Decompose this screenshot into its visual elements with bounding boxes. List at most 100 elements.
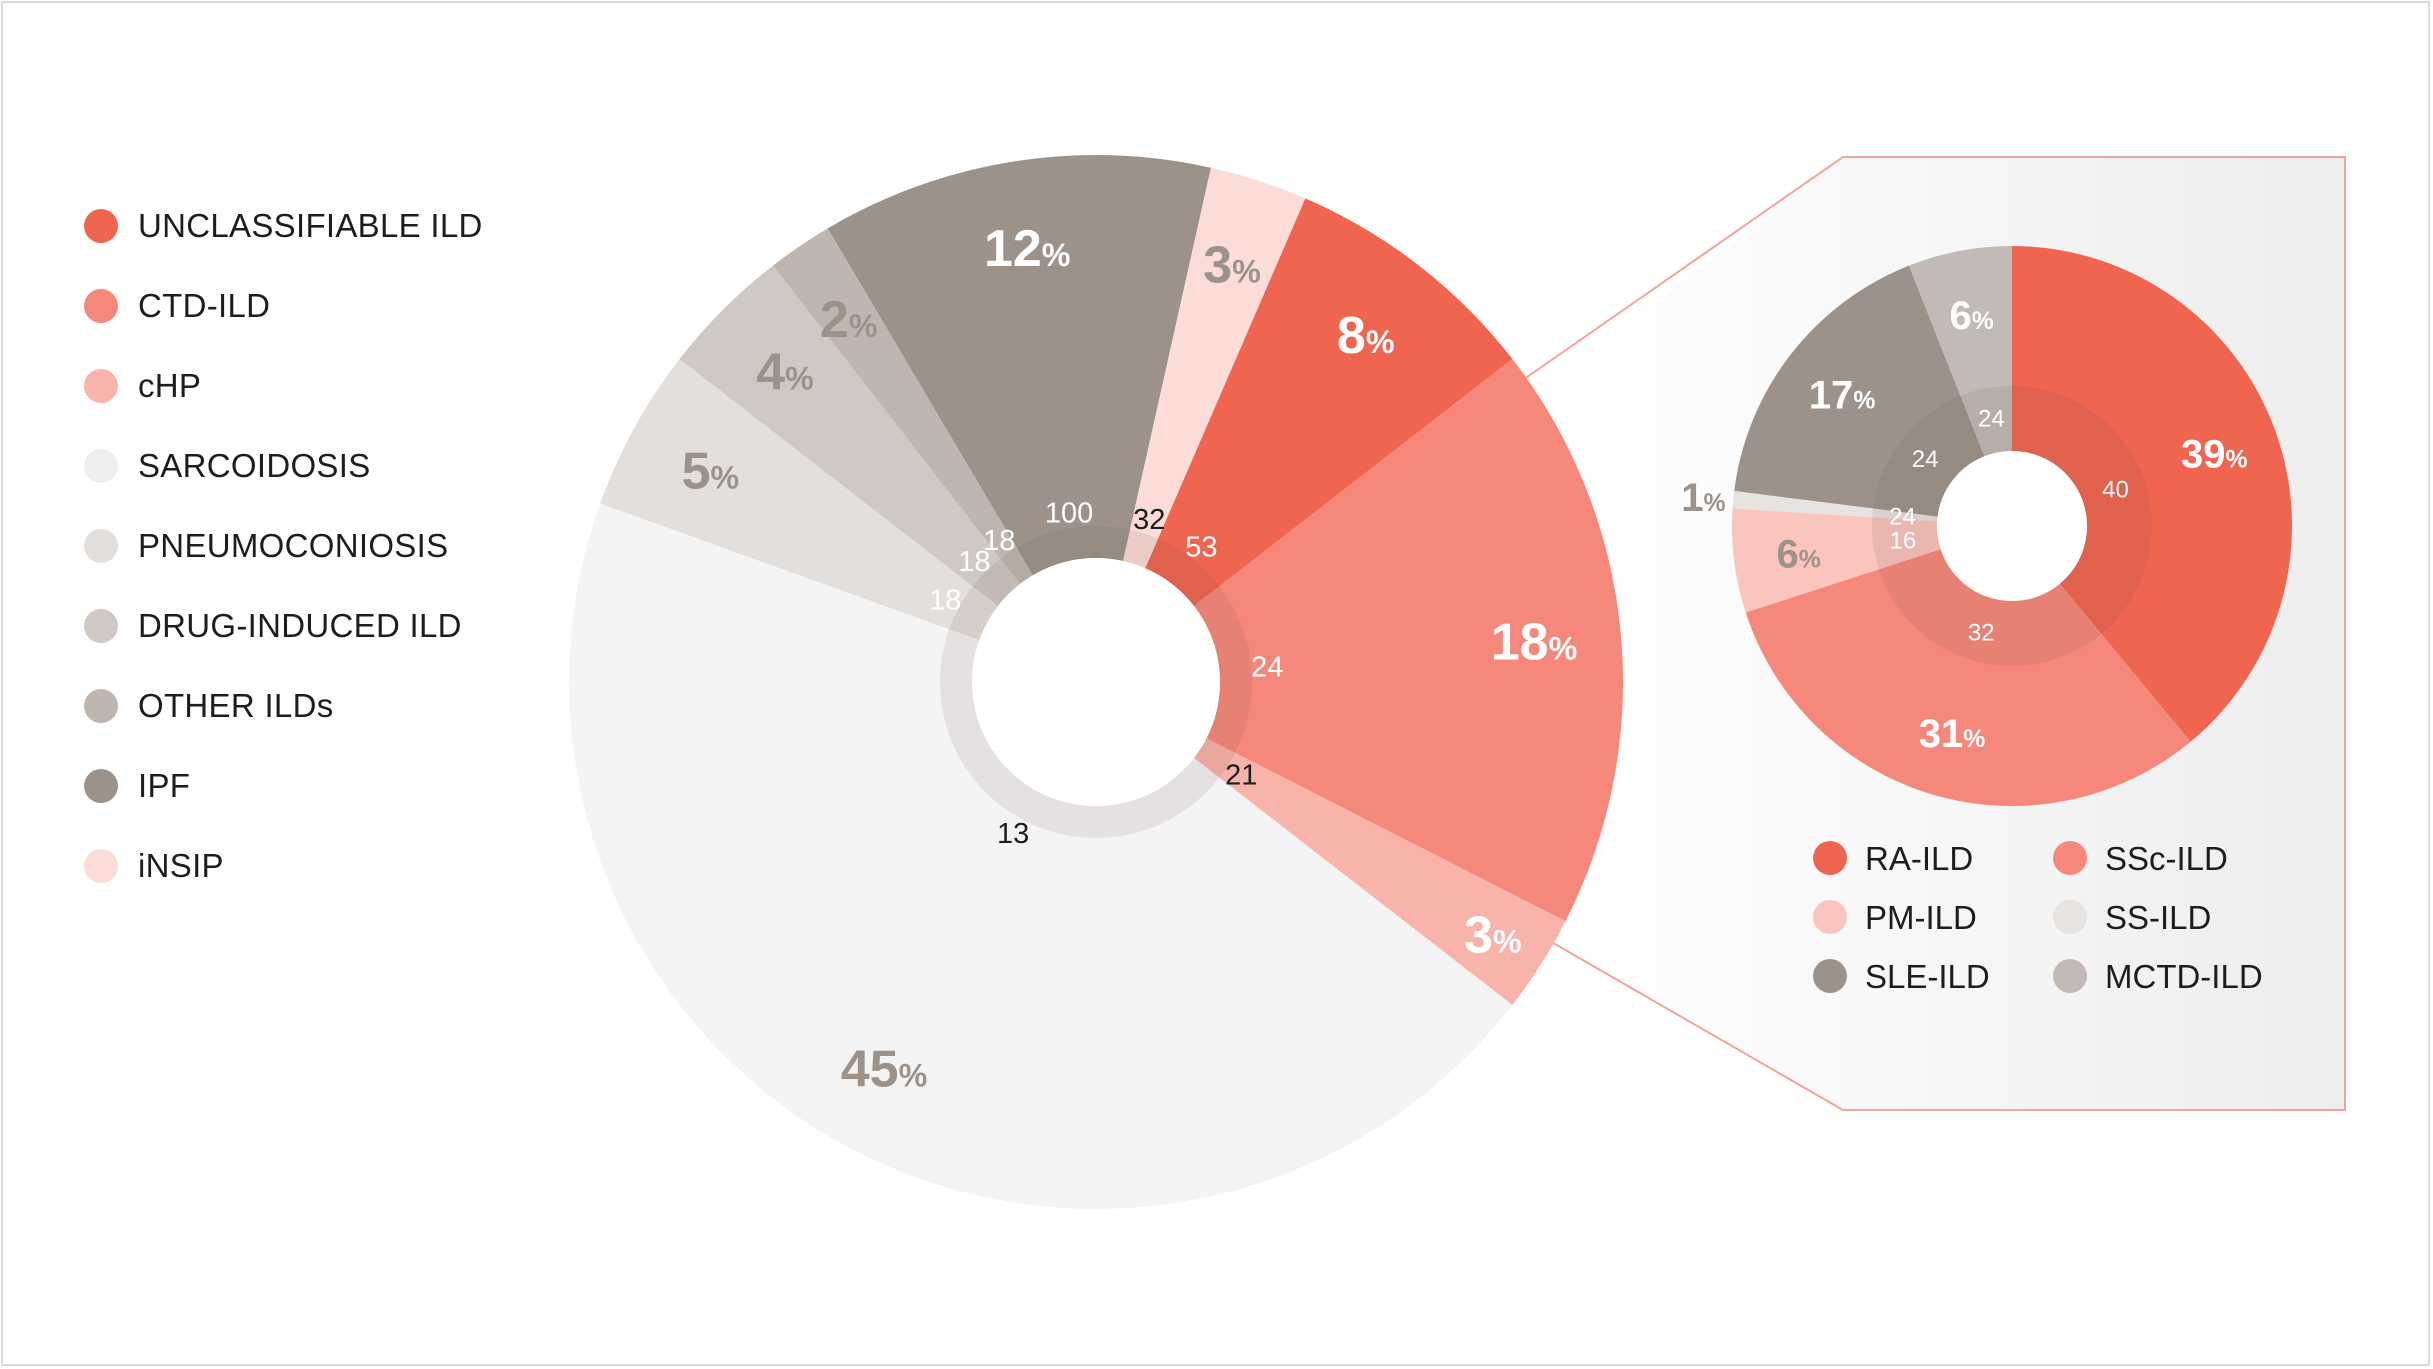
legend-item-ra-ild: RA-ILD xyxy=(1813,840,1973,877)
legend-item-ipf: IPF xyxy=(84,746,483,826)
slice-ssc-ild xyxy=(1745,549,2191,806)
legend-swatch xyxy=(1813,959,1847,993)
legend-swatch xyxy=(1813,841,1847,875)
inner-value-other-ilds: 18 xyxy=(983,525,1015,557)
inner-value-sarcoidosis: 13 xyxy=(997,818,1029,850)
legend-swatch xyxy=(84,449,118,483)
pct-unit: % xyxy=(1042,237,1071,273)
inner-value-pneumoconiosis: 18 xyxy=(929,585,961,617)
slice-insip xyxy=(1123,167,1306,569)
pct-unit: % xyxy=(711,460,740,496)
inner-value-ssc-ild: 32 xyxy=(1968,619,1995,646)
slice-unclassifiable-ild xyxy=(1145,198,1513,606)
legend-label: OTHER ILDs xyxy=(138,687,334,724)
legend-swatch xyxy=(84,289,118,323)
ctd-ild-breakout-donut: 39% 40 31% 32 6% 16 1% 24 17% 24 6% 24 xyxy=(1681,246,2292,806)
pct-label-drug-induced-ild: 4% xyxy=(756,344,814,402)
slice-ra-ild xyxy=(2012,246,2292,742)
pct-value: 18 xyxy=(1491,613,1549,671)
inner-value-insip: 32 xyxy=(1133,504,1165,536)
pct-label-ctd-ild: 18% xyxy=(1491,613,1578,671)
donut-hole xyxy=(972,558,1220,806)
pct-value: 3 xyxy=(1203,236,1232,294)
pct-value: 8 xyxy=(1337,307,1366,365)
inner-value-ra-ild: 40 xyxy=(2102,476,2129,503)
legend-item-sarcoidosis: SARCOIDOSIS xyxy=(84,426,483,506)
legend-item-drug-induced-ild: DRUG-INDUCED ILD xyxy=(84,586,483,666)
pct-label-mctd-ild: 6% xyxy=(1950,294,1994,338)
pct-value: 4 xyxy=(756,344,785,402)
inner-value-unclassifiable-ild: 53 xyxy=(1185,532,1217,564)
legend-label: cHP xyxy=(138,367,202,404)
legend-label: SARCOIDOSIS xyxy=(138,447,371,484)
legend-item-unclassifiable-ild: UNCLASSIFIABLE ILD xyxy=(84,186,483,266)
pct-unit: % xyxy=(1493,924,1522,960)
pct-label-ipf: 12% xyxy=(984,220,1071,278)
legend-swatch xyxy=(84,849,118,883)
slice-drug-induced-ild xyxy=(679,265,1020,606)
donut-hole xyxy=(1937,451,2087,601)
legend-swatch xyxy=(2053,900,2087,934)
pct-label-unclassifiable-ild: 8% xyxy=(1337,307,1395,365)
pct-value: 39 xyxy=(2181,433,2226,477)
legend-item-ctd-ild: CTD-ILD xyxy=(84,266,483,346)
slice-ipf xyxy=(827,154,1211,576)
inner-value-mctd-ild: 24 xyxy=(1978,406,2005,433)
pct-label-ra-ild: 39% xyxy=(2181,433,2248,477)
pct-unit: % xyxy=(1366,324,1395,360)
inner-value-sle-ild: 24 xyxy=(1912,446,1939,473)
legend-item-sle-ild: SLE-ILD xyxy=(1813,958,1990,995)
pct-label-chp: 3% xyxy=(1464,907,1522,965)
legend-item-pm-ild: PM-ILD xyxy=(1813,899,1977,936)
pct-value: 3 xyxy=(1464,907,1493,965)
pct-unit: % xyxy=(1853,388,1875,415)
inner-value-drug-induced-ild: 18 xyxy=(958,546,990,578)
pct-unit: % xyxy=(1963,726,1985,753)
pct-unit: % xyxy=(1549,630,1578,666)
legend-label: PNEUMOCONIOSIS xyxy=(138,527,449,564)
pct-unit: % xyxy=(1232,253,1261,289)
inner-value-pm-ild: 16 xyxy=(1890,527,1917,554)
pct-label-ss-ild: 1% xyxy=(1681,476,1725,520)
pct-unit: % xyxy=(785,361,814,397)
pct-value: 6 xyxy=(1950,294,1972,338)
breakout-connector xyxy=(1519,156,2346,1111)
pct-label-other-ilds: 2% xyxy=(820,291,878,349)
legend-item-other-ilds: OTHER ILDs xyxy=(84,666,483,746)
legend-label: SS-ILD xyxy=(2105,899,2211,936)
legend-item-chp: cHP xyxy=(84,346,483,426)
inner-value-chp: 21 xyxy=(1225,760,1257,792)
legend-label: PM-ILD xyxy=(1865,899,1977,936)
legend-label: MCTD-ILD xyxy=(2105,958,2263,995)
pct-label-ssc-ild: 31% xyxy=(1919,712,1986,756)
legend-item-ss-ild: SS-ILD xyxy=(2053,899,2211,936)
inner-value-ss-ild: 24 xyxy=(1889,503,1916,530)
legend-swatch xyxy=(84,689,118,723)
legend-label: IPF xyxy=(138,767,191,804)
legend-swatch xyxy=(2053,959,2087,993)
legend-label: RA-ILD xyxy=(1865,840,1973,877)
pct-value: 1 xyxy=(1681,476,1703,520)
legend-swatch xyxy=(84,209,118,243)
pct-value: 17 xyxy=(1809,374,1854,418)
breakout-legend: RA-ILD SSc-ILD PM-ILD SS-ILD SLE-ILD MCTD-ILD xyxy=(1813,840,2263,995)
legend-swatch xyxy=(2053,841,2087,875)
pct-label-sarcoidosis: 45% xyxy=(841,1040,928,1098)
pct-value: 12 xyxy=(984,220,1042,278)
slice-ss-ild xyxy=(1732,490,1938,522)
slice-pneumoconiosis xyxy=(600,359,999,640)
pct-unit: % xyxy=(2226,447,2248,474)
legend-item-insip: iNSIP xyxy=(84,826,483,906)
pct-unit: % xyxy=(1972,308,1994,335)
pct-value: 31 xyxy=(1919,712,1964,756)
legend-swatch xyxy=(84,369,118,403)
legend-swatch xyxy=(1813,900,1847,934)
main-legend: UNCLASSIFIABLE ILD CTD-ILD cHP SARCOIDOS… xyxy=(84,186,483,906)
pct-unit: % xyxy=(899,1057,928,1093)
legend-label: UNCLASSIFIABLE ILD xyxy=(138,207,483,244)
legend-label: SSc-ILD xyxy=(2105,840,2228,877)
legend-swatch xyxy=(84,769,118,803)
pct-value: 2 xyxy=(820,291,849,349)
